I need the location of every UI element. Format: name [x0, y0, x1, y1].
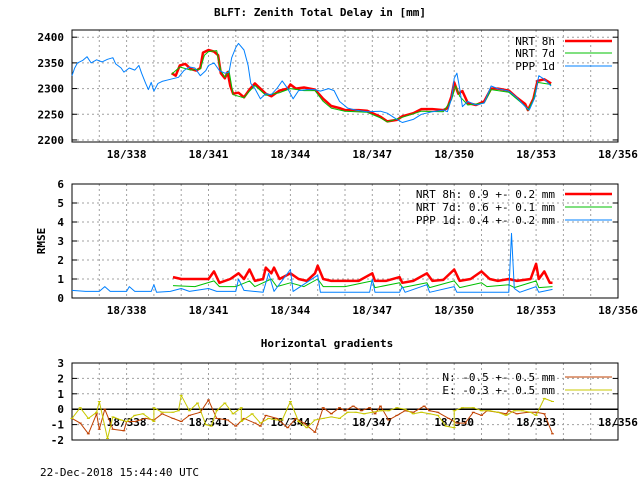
plot-frame [71, 362, 619, 441]
y-tick-label: 2350 [38, 57, 65, 70]
x-tick-label: 18/341 [189, 304, 229, 317]
legend-label-ppp-1d: PPP 1d: 0.4 +- 0.2 mm [416, 214, 555, 227]
y-tick-label: 2400 [38, 31, 65, 44]
y-tick-label: 3 [57, 235, 64, 248]
y-tick-label: 2300 [38, 83, 65, 96]
y-tick-label: 2 [57, 372, 64, 385]
series-line-n [71, 399, 553, 435]
legend-label-nrt-7d: NRT 7d [515, 47, 555, 60]
y-tick-label: 3 [57, 357, 64, 370]
x-tick-label: 18/350 [434, 304, 474, 317]
x-tick-label: 18/344 [271, 304, 311, 317]
y-tick-label: 1 [57, 388, 64, 401]
series-line-ppp-1d [71, 232, 553, 293]
x-tick-label: 18/341 [189, 416, 229, 429]
y-tick-label: 2200 [38, 134, 65, 147]
x-tick-label: 18/341 [189, 148, 229, 161]
gradients-title: Horizontal gradients [261, 337, 393, 350]
x-tick-label: 18/353 [516, 304, 556, 317]
x-tick-label: 18/350 [434, 148, 474, 161]
legend-label-e: E: -0.3 +- 0.5 mm [442, 384, 555, 397]
x-tick-label: 18/353 [516, 148, 556, 161]
rmse-panel: 0 1 2 3 4 5 6 18/338 18/341 18/344 18/347 18/350 18/… [57, 178, 638, 317]
legend-label-ppp-1d: PPP 1d [515, 60, 555, 73]
y-tick-label: -1 [51, 419, 65, 432]
y-tick-label: 0 [57, 403, 64, 416]
y-tick-label: -2 [51, 434, 64, 447]
legend-label-nrt-7d: NRT 7d: 0.6 +- 0.1 mm [416, 201, 555, 214]
ztd-title: BLFT: Zenith Total Delay in [mm] [214, 6, 426, 19]
ztd-panel: 2200 2250 2300 2350 2400 18/338 18/341 18/344 18… [38, 29, 638, 161]
series-line-nrt-7d [171, 50, 552, 123]
legend-label-nrt-8h: NRT 8h: 0.9 +- 0.2 mm [416, 188, 555, 201]
x-tick-label: 18/338 [107, 148, 147, 161]
x-tick-label: 18/347 [352, 304, 392, 317]
y-tick-label: 6 [57, 178, 64, 191]
y-tick-label: 4 [57, 216, 64, 229]
y-tick-label: 0 [57, 292, 64, 305]
legend-label-nrt-8h: NRT 8h [515, 35, 555, 48]
plot-frame [71, 183, 619, 299]
x-tick-label: 18/347 [352, 416, 392, 429]
series-line-ppp-1d [71, 42, 552, 123]
y-tick-label: 1 [57, 273, 64, 286]
legend-label-n: N: -0.5 +- 0.5 mm [442, 371, 555, 384]
x-tick-label: 18/356 [598, 304, 638, 317]
x-tick-label: 18/344 [271, 416, 311, 429]
y-tick-label: 2 [57, 254, 64, 267]
rmse-ylabel: RMSE [35, 228, 48, 255]
x-tick-label: 18/347 [352, 148, 392, 161]
series-line-nrt-8h [172, 262, 553, 285]
plot-frame [71, 29, 619, 143]
x-tick-label: 18/344 [271, 148, 311, 161]
x-tick-label: 18/356 [598, 148, 638, 161]
timestamp: 22-Dec-2018 15:44:40 UTC [40, 466, 199, 479]
y-tick-label: 5 [57, 197, 64, 210]
x-tick-label: 18/338 [107, 304, 147, 317]
y-tick-label: 2250 [38, 108, 65, 121]
